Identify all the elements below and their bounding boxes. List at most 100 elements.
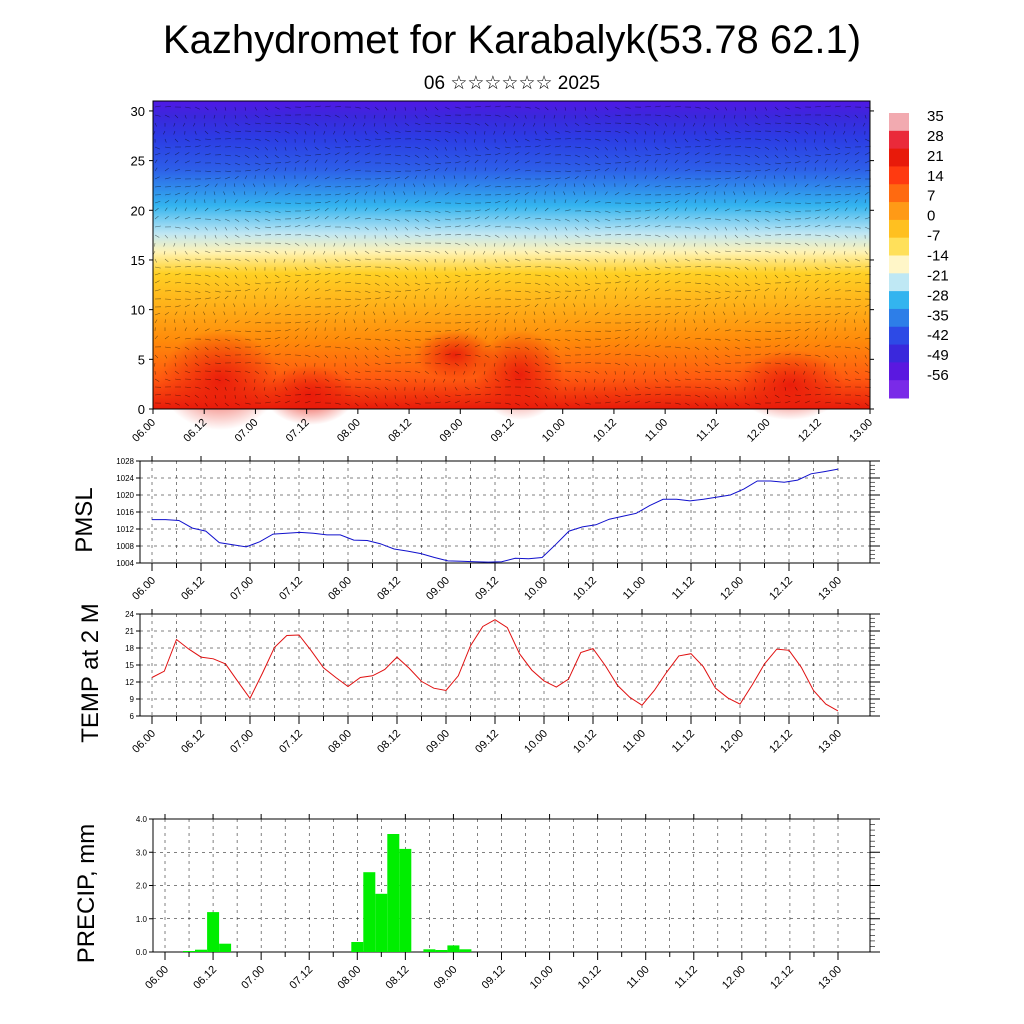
precip-bar xyxy=(435,950,448,952)
colorbar-swatch xyxy=(889,326,909,346)
x-tick-label: 09.00 xyxy=(424,575,452,603)
y-tick-label: 15 xyxy=(131,253,145,268)
x-tick-label: 08.12 xyxy=(375,575,403,603)
wind-field xyxy=(153,105,872,407)
x-tick-label: 11.12 xyxy=(670,728,697,755)
colorbar-label: -7 xyxy=(927,228,940,245)
colorbar-swatch xyxy=(889,273,909,292)
x-tick-label: 10.00 xyxy=(522,575,550,603)
colorbar-swatch xyxy=(889,202,909,221)
y-tick-label: 25 xyxy=(131,154,145,169)
colorbar-label: 7 xyxy=(927,188,935,205)
x-tick-label: 06.12 xyxy=(179,575,207,603)
colorbar-swatch xyxy=(889,255,909,274)
y-tick-label: 10 xyxy=(131,303,145,318)
x-tick-label: 09.12 xyxy=(473,728,501,756)
warm-core xyxy=(160,330,280,430)
x-tick-label: 11.00 xyxy=(643,417,670,444)
y-tick-label: 4.0 xyxy=(136,815,148,824)
y-tick-label: 1028 xyxy=(116,457,134,466)
colorbar-label: 35 xyxy=(927,108,944,125)
colorbar-swatch xyxy=(889,380,909,399)
x-tick-label: 07.12 xyxy=(277,575,305,603)
y-tick-label: 6 xyxy=(130,712,135,721)
x-tick-label: 07.12 xyxy=(287,964,315,992)
colorbar-label: -28 xyxy=(927,287,949,304)
colorbar-swatch xyxy=(889,237,909,256)
x-tick-label: 10.00 xyxy=(522,728,550,756)
x-tick-label: 10.12 xyxy=(576,964,604,992)
colorbar-label: -21 xyxy=(927,267,949,284)
colorbar-label: -14 xyxy=(927,248,949,265)
x-tick-label: 08.00 xyxy=(335,417,363,445)
x-tick-label: 11.00 xyxy=(624,964,651,991)
x-tick-label: 08.12 xyxy=(375,728,403,756)
y-tick-label: 0 xyxy=(138,402,145,417)
y-tick-label: 18 xyxy=(125,644,134,653)
warm-core xyxy=(735,350,845,420)
x-tick-label: 13.00 xyxy=(847,417,875,445)
chart-subtitle: 06 ☆☆☆☆☆☆ 2025 xyxy=(423,73,601,94)
precip-bar xyxy=(459,949,472,952)
x-tick-label: 10.00 xyxy=(528,964,556,992)
x-tick-label: 13.00 xyxy=(816,964,844,992)
x-tick-label: 12.12 xyxy=(796,417,824,445)
y-tick-label: 2.0 xyxy=(136,882,148,891)
x-tick-label: 11.12 xyxy=(670,575,697,602)
x-tick-label: 09.12 xyxy=(489,417,517,445)
y-tick-label: 1008 xyxy=(116,542,134,551)
colorbar-label: 21 xyxy=(927,148,944,165)
colorbar-swatch xyxy=(889,344,909,363)
precip-bar xyxy=(195,949,207,952)
precip-bar xyxy=(351,942,364,952)
y-tick-label: 21 xyxy=(125,627,134,636)
x-tick-label: 07.00 xyxy=(239,964,267,992)
x-tick-label: 06.12 xyxy=(191,964,219,992)
colorbar-swatch xyxy=(889,166,909,185)
precip-bar xyxy=(423,949,436,952)
y-tick-label: 1004 xyxy=(116,559,134,568)
colorbar: 35 28 21 14 7 0 -7 -14 -21 -28 -35 -42 -49 -56 xyxy=(889,108,949,399)
colorbar-label: 0 xyxy=(927,208,935,225)
x-tick-label: 07.00 xyxy=(228,728,256,756)
precip-bar xyxy=(363,872,376,952)
x-tick-label: 11.12 xyxy=(673,964,700,991)
y-tick-label: 15 xyxy=(125,661,134,670)
x-tick-label: 09.12 xyxy=(480,964,508,992)
colorbar-label: -42 xyxy=(927,327,949,344)
precip-bar xyxy=(375,893,388,952)
y-axis-label: TEMP at 2 M xyxy=(77,603,104,743)
x-tick-label: 13.00 xyxy=(816,575,844,603)
x-tick-label: 09.12 xyxy=(473,575,501,603)
x-tick-label: 10.12 xyxy=(591,417,619,445)
x-tick-label: 08.00 xyxy=(326,728,354,756)
x-tick-label: 06.00 xyxy=(130,728,158,756)
x-tick-label: 09.00 xyxy=(432,964,460,992)
y-tick-label: 5 xyxy=(138,352,145,367)
y-tick-label: 1012 xyxy=(116,525,134,534)
x-tick-label: 08.00 xyxy=(326,575,354,603)
y-tick-label: 12 xyxy=(125,678,134,687)
y-tick-label: 1024 xyxy=(116,474,134,483)
x-tick-label: 11.12 xyxy=(694,417,721,444)
x-tick-label: 09.00 xyxy=(424,728,452,756)
x-tick-label: 12.00 xyxy=(718,728,746,756)
x-tick-label: 11.00 xyxy=(621,728,648,755)
x-tick-label: 12.12 xyxy=(767,575,795,603)
y-tick-label: 9 xyxy=(130,695,135,704)
warm-core xyxy=(475,330,565,420)
x-tick-label: 07.12 xyxy=(277,728,305,756)
x-tick-label: 06.12 xyxy=(179,728,207,756)
x-tick-label: 07.00 xyxy=(228,575,256,603)
x-tick-label: 06.00 xyxy=(130,575,158,603)
precip-bar xyxy=(207,912,220,952)
precip-bar xyxy=(219,943,232,952)
precip-bar xyxy=(399,848,412,952)
colorbar-label: -56 xyxy=(927,367,949,384)
colorbar-label: -35 xyxy=(927,307,949,324)
x-tick-label: 12.12 xyxy=(767,728,795,756)
precip-bar xyxy=(183,951,195,952)
y-tick-label: 24 xyxy=(125,610,134,619)
y-tick-label: 1016 xyxy=(116,508,134,517)
